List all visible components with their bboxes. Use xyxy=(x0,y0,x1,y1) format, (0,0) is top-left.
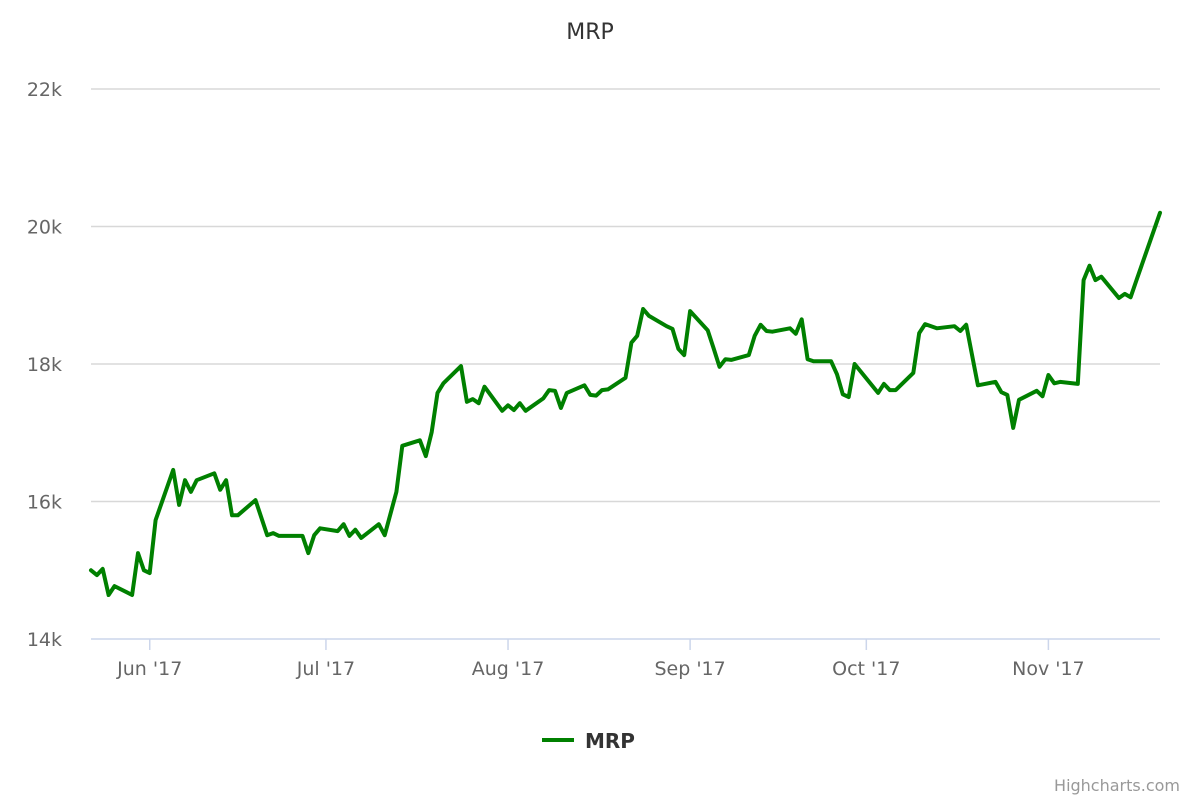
y-tick-label: 16k xyxy=(27,492,62,514)
y-axis: 14k 16k 18k 20k 22k xyxy=(27,79,62,651)
credits-link[interactable]: Highcharts.com xyxy=(1054,776,1180,795)
y-tick-label: 18k xyxy=(27,354,62,376)
legend[interactable]: MRP xyxy=(542,729,635,753)
legend-item-mrp[interactable]: MRP xyxy=(585,729,635,753)
x-axis: Jun '17 Jul '17 Aug '17 Sep '17 Oct '17 Nov '… xyxy=(91,638,1160,680)
series-group xyxy=(89,210,1162,597)
x-tick-label: Jul '17 xyxy=(296,658,355,680)
x-tick-label: Sep '17 xyxy=(654,658,725,680)
series-line-mrp xyxy=(89,210,1162,597)
x-tick-label: Aug '17 xyxy=(472,658,545,680)
x-tick-label: Oct '17 xyxy=(832,658,900,680)
y-tick-label: 20k xyxy=(27,217,62,239)
x-tick-label: Nov '17 xyxy=(1012,658,1085,680)
x-tick-label: Jun '17 xyxy=(116,658,182,680)
y-tick-label: 14k xyxy=(27,629,62,651)
y-gridlines xyxy=(91,88,1160,503)
y-tick-label: 22k xyxy=(27,79,62,101)
chart-title: MRP xyxy=(566,20,614,45)
